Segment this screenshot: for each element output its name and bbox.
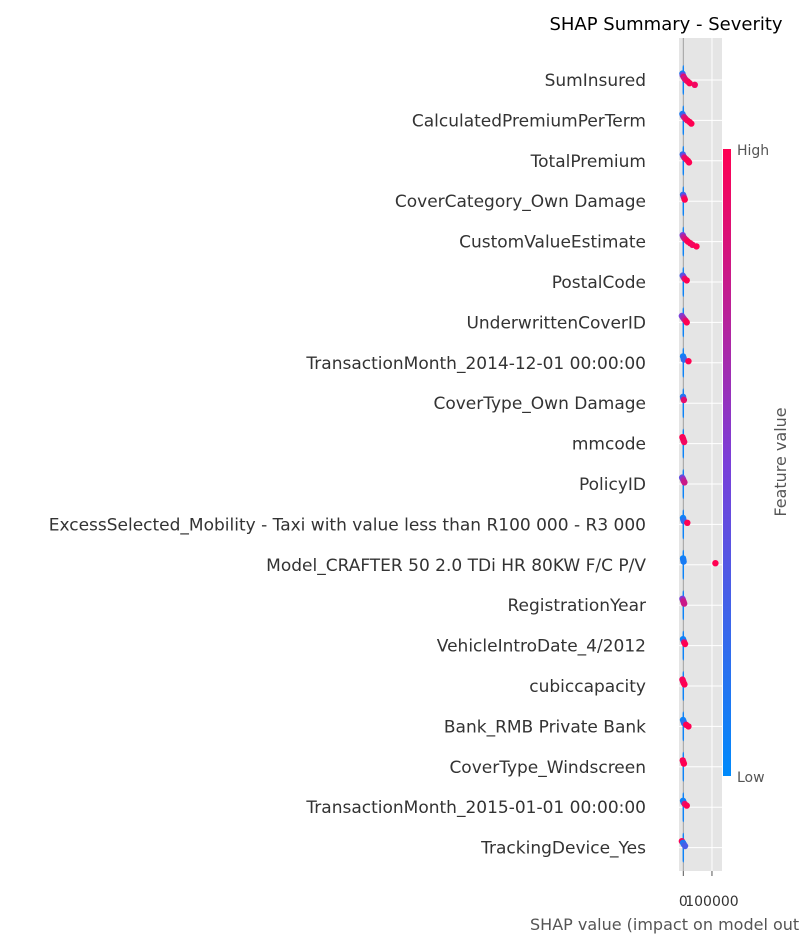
- x-tick-label: 100000: [685, 894, 738, 910]
- feature-label: RegistrationYear: [507, 596, 646, 616]
- feature-label: TransactionMonth_2015-01-01 00:00:00: [305, 798, 646, 818]
- feature-label: Model_CRAFTER 50 2.0 TDi HR 80KW F/C P/V: [266, 556, 646, 576]
- shap-point: [688, 120, 695, 127]
- feature-label: CustomValueEstimate: [459, 233, 646, 253]
- plot-area: [679, 38, 722, 871]
- shap-point: [680, 600, 688, 607]
- shap-point: [680, 558, 687, 565]
- shap-point: [685, 159, 693, 166]
- shap-density-strip: [682, 267, 685, 297]
- shap-point: [685, 358, 692, 365]
- shap-point: [680, 396, 688, 404]
- feature-label: VehicleIntroDate_4/2012: [437, 637, 646, 657]
- feature-label: CalculatedPremiumPerTerm: [412, 111, 646, 131]
- feature-label: TrackingDevice_Yes: [480, 839, 646, 859]
- data-points: [678, 65, 719, 863]
- shap-point: [681, 196, 688, 203]
- shap-density-strip: [682, 509, 685, 540]
- feature-label: TotalPremium: [530, 152, 646, 172]
- shap-point: [712, 560, 719, 567]
- feature-label: PostalCode: [552, 273, 646, 293]
- feature-labels: SumInsured CalculatedPremiumPerTerm TotalP…: [49, 71, 647, 859]
- feature-label: TransactionMonth_2014-12-01 00:00:00: [305, 354, 646, 374]
- feature-label: mmcode: [572, 435, 646, 455]
- colorbar-title: Feature value: [771, 407, 790, 516]
- shap-point: [681, 681, 688, 688]
- shap-point: [686, 80, 693, 87]
- shap-point: [684, 519, 691, 526]
- shap-density-strip: [682, 388, 685, 419]
- shap-point: [681, 479, 688, 486]
- feature-label: Bank_RMB Private Bank: [444, 717, 646, 737]
- shap-density-strip: [682, 549, 685, 580]
- colorbar: [723, 149, 731, 776]
- feature-label: cubiccapacity: [529, 677, 646, 697]
- x-axis-label: SHAP value (impact on model output): [530, 915, 800, 934]
- shap-density-strip: [682, 792, 685, 823]
- feature-label: PolicyID: [579, 475, 646, 495]
- shap-point: [685, 723, 692, 730]
- feature-label: CoverCategory_Own Damage: [395, 192, 646, 212]
- shap-point: [691, 81, 698, 89]
- shap-point: [680, 760, 688, 767]
- x-tick-label: 0: [679, 894, 688, 910]
- colorbar-high-label: High: [737, 143, 769, 159]
- feature-label: UnderwrittenCoverID: [466, 313, 646, 333]
- shap-density-strip: [682, 347, 685, 378]
- colorbar-low-label: Low: [737, 770, 765, 786]
- shap-point: [683, 802, 690, 809]
- feature-label: CoverType_Windscreen: [449, 758, 646, 778]
- shap-point: [681, 842, 689, 850]
- shap-point: [683, 277, 690, 284]
- shap-point: [681, 640, 689, 648]
- feature-label: ExcessSelected_Mobility - Taxi with valu…: [49, 515, 646, 535]
- chart-title: SHAP Summary - Severity: [549, 14, 782, 35]
- feature-label: CoverType_Own Damage: [433, 394, 646, 414]
- feature-label: SumInsured: [545, 71, 646, 91]
- shap-point: [683, 319, 690, 326]
- shap-point: [693, 243, 700, 250]
- shap-density-strip: [682, 751, 685, 782]
- shap-point: [680, 438, 688, 446]
